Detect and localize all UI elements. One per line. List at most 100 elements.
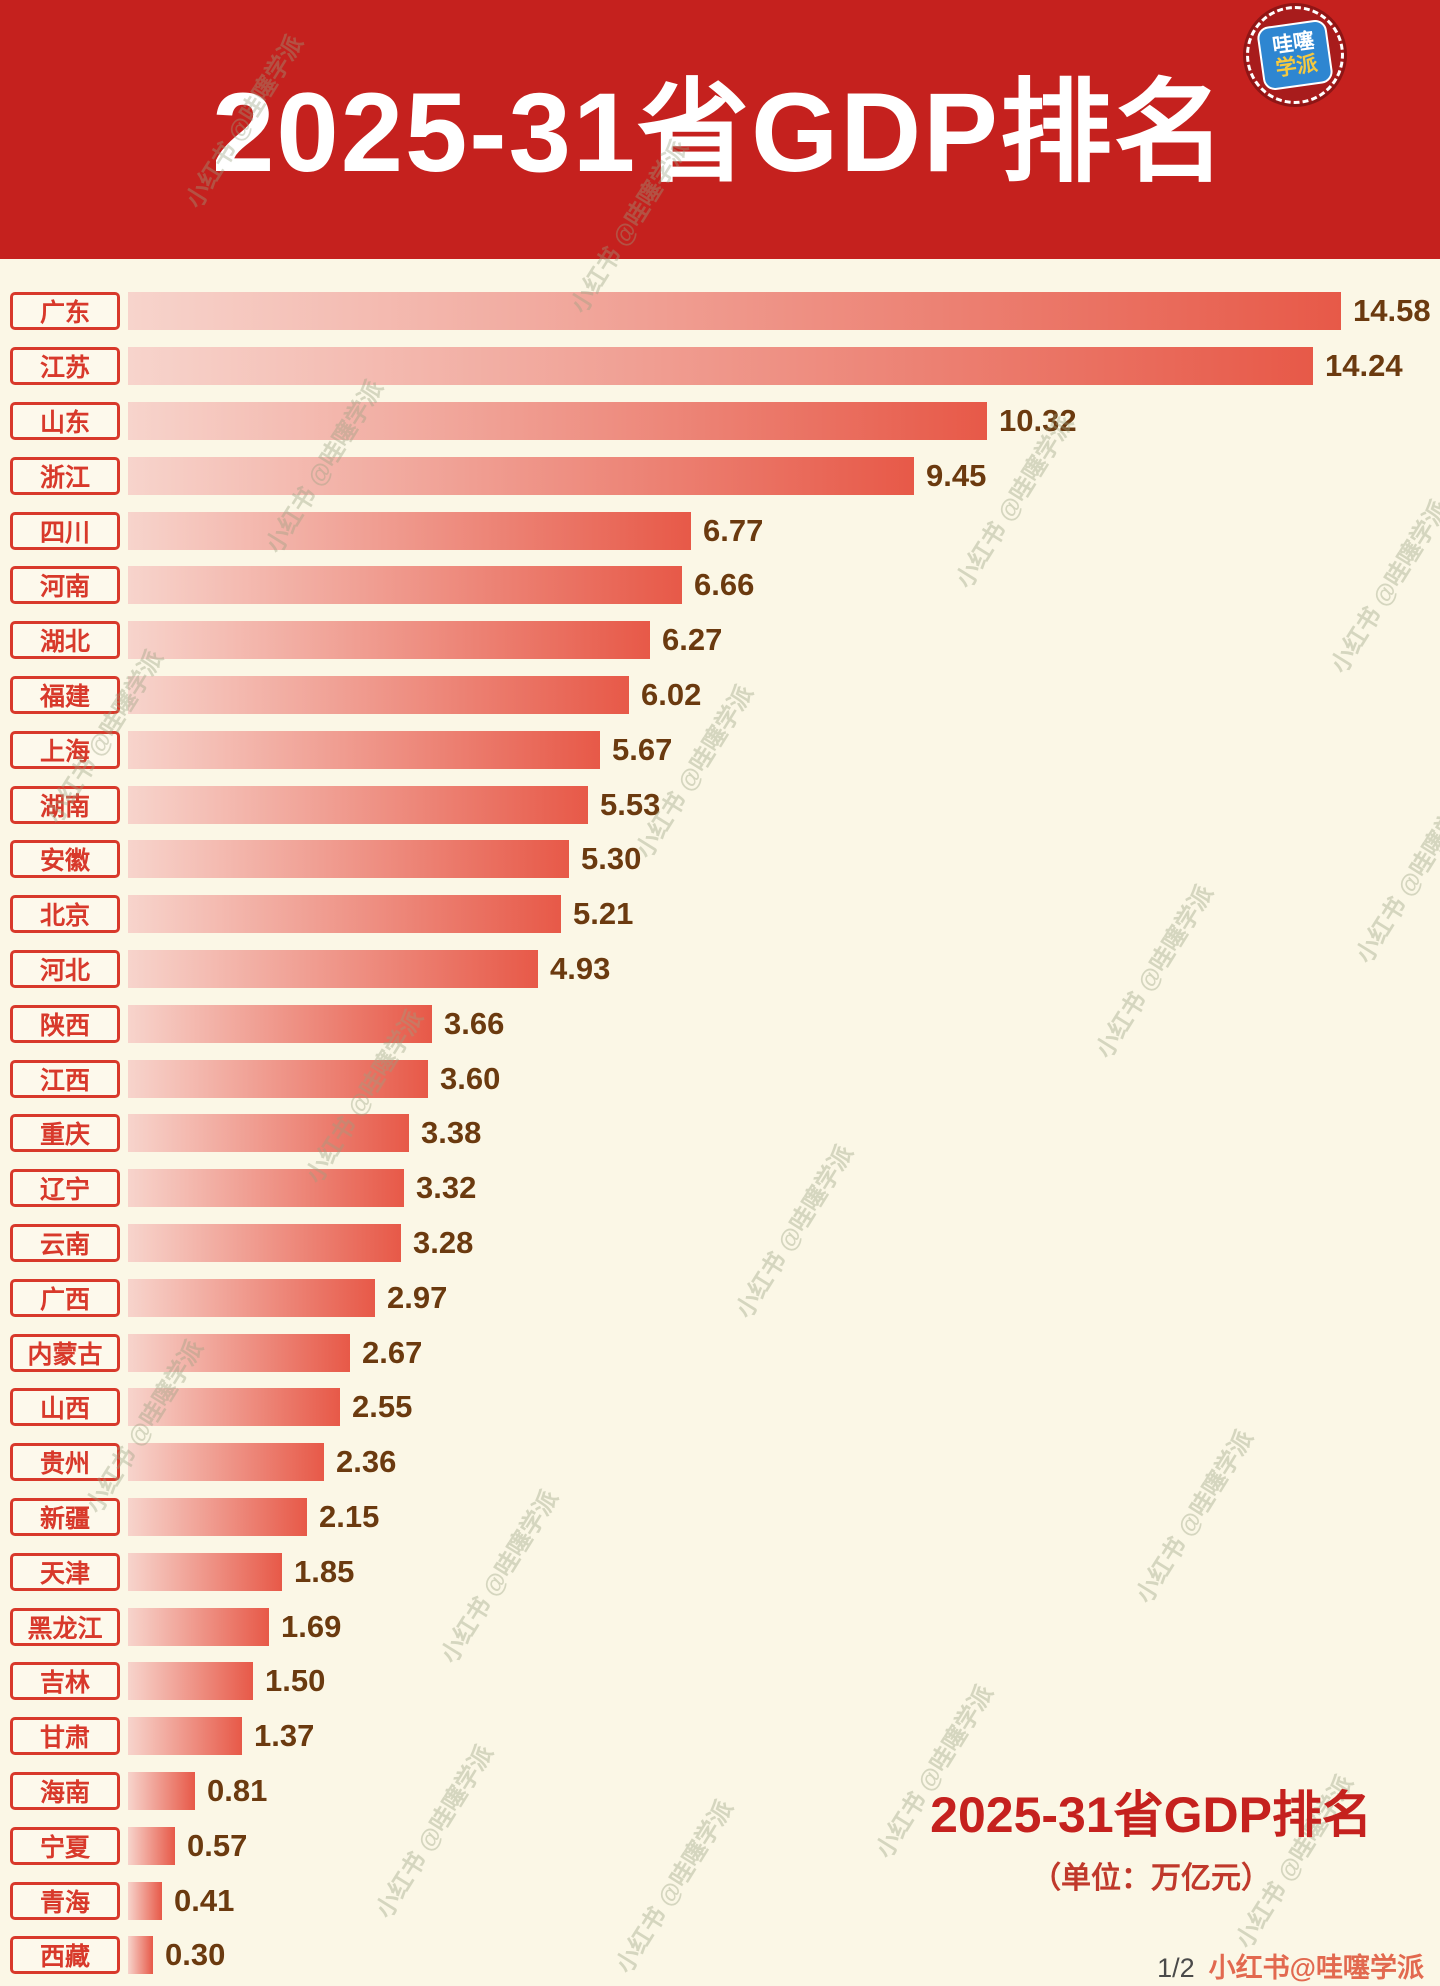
gdp-value: 2.55 <box>352 1389 413 1425</box>
chart-row: 宁夏 0.57 <box>0 1818 1440 1873</box>
province-label: 宁夏 <box>10 1826 120 1865</box>
gdp-value: 1.69 <box>281 1608 342 1644</box>
gdp-bar <box>128 511 691 550</box>
header-banner: 2025-31省GDP排名 <box>0 0 1440 259</box>
chart-row: 黑龙江 1.69 <box>0 1599 1440 1654</box>
province-label: 广西 <box>10 1278 120 1317</box>
footer-credit: 小红书@哇噻学派 <box>1208 1953 1424 1983</box>
province-label: 吉林 <box>10 1662 120 1701</box>
chart-unit-label: （单位：万亿元） <box>1031 1862 1272 1895</box>
province-label: 福建 <box>10 675 120 714</box>
chart-row: 浙江 9.45 <box>0 448 1440 503</box>
gdp-value: 14.58 <box>1353 293 1431 329</box>
province-label: 上海 <box>10 730 120 769</box>
gdp-value: 2.15 <box>319 1498 380 1534</box>
chart-row: 重庆 3.38 <box>0 1106 1440 1161</box>
gdp-bar <box>128 730 600 769</box>
gdp-bar <box>128 1388 340 1427</box>
gdp-value: 6.77 <box>703 512 764 548</box>
chart-row: 上海 5.67 <box>0 722 1440 777</box>
gdp-value: 5.67 <box>612 731 673 767</box>
province-label: 安徽 <box>10 840 120 879</box>
chart-row: 甘肃 1.37 <box>0 1709 1440 1764</box>
gdp-bar <box>128 1333 350 1372</box>
chart-row: 福建 6.02 <box>0 668 1440 723</box>
gdp-value: 1.50 <box>265 1663 326 1699</box>
province-label: 广东 <box>10 292 120 331</box>
gdp-bar <box>128 401 987 440</box>
page-number: 1/2 <box>1157 1953 1195 1983</box>
gdp-value: 2.36 <box>336 1444 397 1480</box>
chart-row: 云南 3.28 <box>0 1216 1440 1271</box>
chart-title: 2025-31省GDP排名 <box>930 1787 1372 1843</box>
gdp-value: 6.66 <box>694 567 755 603</box>
province-label: 西藏 <box>10 1936 120 1975</box>
province-label: 北京 <box>10 895 120 934</box>
gdp-bar-chart: 广东 14.58 江苏 14.24 山东 10.32 浙江 9.45 四川 6.77 河南 6.66 湖… <box>0 284 1440 1983</box>
gdp-bar <box>128 1717 242 1756</box>
chart-row: 湖北 6.27 <box>0 613 1440 668</box>
gdp-value: 3.32 <box>416 1170 477 1206</box>
province-label: 山东 <box>10 401 120 440</box>
province-label: 青海 <box>10 1881 120 1920</box>
chart-row: 新疆 2.15 <box>0 1490 1440 1545</box>
chart-row: 江苏 14.24 <box>0 339 1440 394</box>
province-label: 黑龙江 <box>10 1607 120 1646</box>
page-title: 2025-31省GDP排名 <box>212 69 1228 195</box>
chart-row: 广东 14.58 <box>0 284 1440 339</box>
gdp-value: 2.67 <box>362 1334 423 1370</box>
gdp-bar <box>128 1552 282 1591</box>
gdp-bar <box>128 785 588 824</box>
gdp-bar <box>128 1114 409 1153</box>
gdp-bar <box>128 1443 324 1482</box>
gdp-bar <box>128 1771 195 1810</box>
gdp-bar <box>128 1936 153 1975</box>
province-label: 河北 <box>10 949 120 988</box>
province-label: 江苏 <box>10 347 120 386</box>
gdp-value: 5.21 <box>573 896 634 932</box>
gdp-bar <box>128 1004 432 1043</box>
province-label: 贵州 <box>10 1443 120 1482</box>
gdp-value: 3.66 <box>444 1005 505 1041</box>
gdp-bar <box>128 292 1341 331</box>
chart-row: 河北 4.93 <box>0 942 1440 997</box>
gdp-value: 6.02 <box>641 676 702 712</box>
logo-text-line2: 学派 <box>1274 52 1319 81</box>
gdp-bar <box>128 1881 162 1920</box>
chart-row: 青海 0.41 <box>0 1873 1440 1928</box>
gdp-bar <box>128 1826 175 1865</box>
chart-row: 山东 10.32 <box>0 394 1440 449</box>
gdp-bar <box>128 1607 269 1646</box>
footer: 1/2 小红书@哇噻学派 <box>1157 1946 1424 1985</box>
province-label: 湖北 <box>10 621 120 660</box>
gdp-bar <box>128 1497 307 1536</box>
gdp-value: 14.24 <box>1325 348 1403 384</box>
gdp-bar <box>128 840 569 879</box>
gdp-value: 5.53 <box>600 786 661 822</box>
gdp-value: 0.57 <box>187 1827 248 1863</box>
province-label: 陕西 <box>10 1004 120 1043</box>
province-label: 甘肃 <box>10 1717 120 1756</box>
province-label: 天津 <box>10 1552 120 1591</box>
logo-ring-icon: 哇噻 学派 <box>1246 6 1344 104</box>
gdp-value: 1.85 <box>294 1553 355 1589</box>
chart-row: 陕西 3.66 <box>0 996 1440 1051</box>
gdp-bar <box>128 949 538 988</box>
chart-row: 安徽 5.30 <box>0 832 1440 887</box>
chart-row: 山西 2.55 <box>0 1380 1440 1435</box>
province-label: 河南 <box>10 566 120 605</box>
chart-row: 贵州 2.36 <box>0 1435 1440 1490</box>
gdp-value: 5.30 <box>581 841 642 877</box>
gdp-bar <box>128 1662 253 1701</box>
gdp-bar <box>128 1169 404 1208</box>
gdp-bar <box>128 895 561 934</box>
province-label: 四川 <box>10 511 120 550</box>
gdp-value: 6.27 <box>662 622 723 658</box>
gdp-bar <box>128 1223 401 1262</box>
province-label: 新疆 <box>10 1497 120 1536</box>
gdp-value: 0.81 <box>207 1772 268 1808</box>
gdp-value: 9.45 <box>926 457 987 493</box>
chart-row: 北京 5.21 <box>0 887 1440 942</box>
province-label: 浙江 <box>10 456 120 495</box>
gdp-value: 10.32 <box>999 402 1077 438</box>
